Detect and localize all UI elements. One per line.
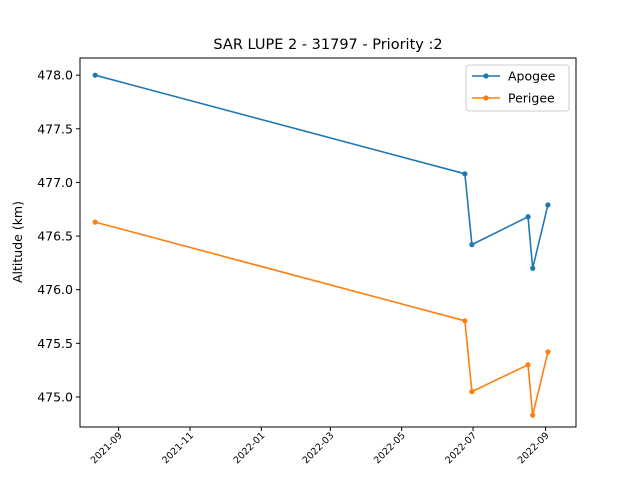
data-point-perigee <box>469 389 475 395</box>
series-layer <box>92 72 551 418</box>
data-point-apogee <box>469 242 475 248</box>
y-tick-label: 477.0 <box>37 175 73 190</box>
y-axis-label: Altitude (km) <box>10 201 25 283</box>
plot-area <box>79 57 577 428</box>
series-line-apogee <box>94 74 549 270</box>
y-axis-ticks: 475.0 475.5 476.0 476.5 477.0 477.5 478.0 <box>37 68 80 404</box>
y-tick-label: 475.5 <box>37 336 73 351</box>
plot-frame <box>79 57 577 428</box>
legend: Apogee Perigee <box>465 64 570 112</box>
data-point-perigee <box>545 349 551 355</box>
data-point-perigee <box>92 219 98 225</box>
data-point-apogee <box>545 202 551 208</box>
data-point-apogee <box>530 265 536 271</box>
legend-label-apogee: Apogee <box>508 69 556 84</box>
y-tick-label: 476.5 <box>37 229 73 244</box>
data-point-perigee <box>525 362 531 368</box>
data-point-apogee <box>462 171 468 177</box>
legend-marker-perigee <box>483 95 489 101</box>
chart-title: SAR LUPE 2 - 31797 - Priority :2 <box>213 37 442 53</box>
y-tick-label: 476.0 <box>37 282 73 297</box>
y-tick-label: 478.0 <box>37 68 73 83</box>
data-point-apogee <box>92 72 98 78</box>
legend-marker-apogee <box>483 73 489 79</box>
legend-label-perigee: Perigee <box>508 91 555 106</box>
data-point-apogee <box>525 214 531 220</box>
data-point-perigee <box>530 412 536 418</box>
series-line-perigee <box>94 221 549 417</box>
y-tick-label: 477.5 <box>37 121 73 136</box>
y-tick-label: 475.0 <box>37 389 73 404</box>
data-point-perigee <box>462 318 468 324</box>
